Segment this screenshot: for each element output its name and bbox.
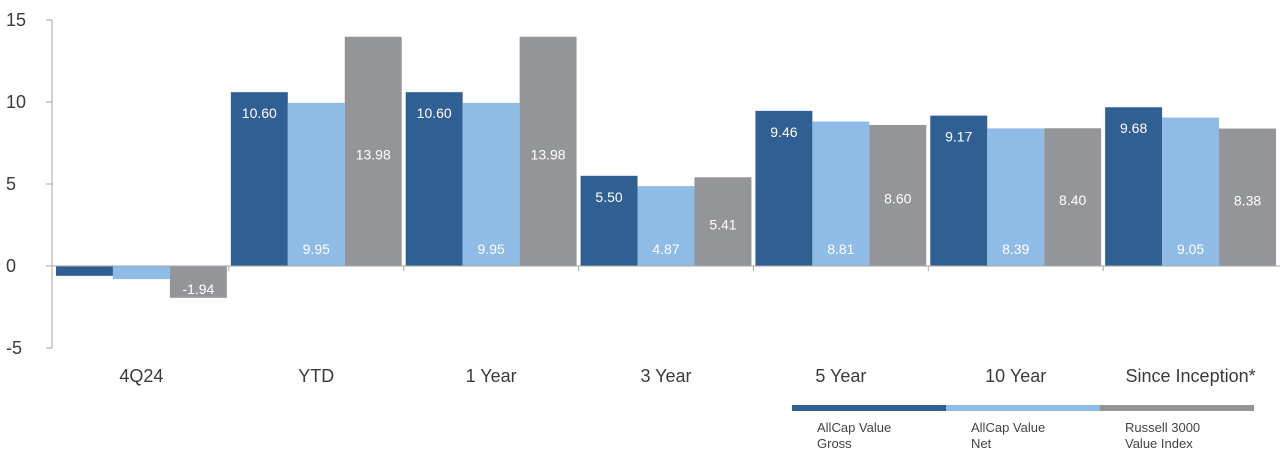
x-axis-category-labels: 4Q24 YTD 1 Year 3 Year 5 Year 10 Year Since In… [119,266,1256,386]
legend-label: AllCap Value [817,420,891,435]
data-labels: -1.94 10.60 9.95 13.98 10.60 9.95 13.98 5.50 4.8… [182,105,1261,297]
data-label: 9.95 [303,241,330,257]
bar [287,102,345,266]
bar [169,266,227,298]
data-label: 8.38 [1234,192,1261,208]
data-label: 10.60 [242,105,277,121]
x-category-label: 4Q24 [119,366,163,386]
data-label: 8.40 [1059,192,1086,208]
legend-label: Gross [817,436,852,451]
data-label: 9.05 [1177,241,1204,257]
data-label: 5.50 [595,189,622,205]
bar [987,128,1045,266]
bar [462,102,520,266]
bar [1044,128,1102,266]
legend-swatch [1100,405,1254,411]
x-category-label: YTD [298,366,334,386]
data-label: -1.94 [182,281,214,297]
bar [112,266,170,280]
x-category-label: Since Inception* [1126,366,1256,386]
data-label: 8.39 [1002,241,1029,257]
x-category-label: 3 Year [640,366,691,386]
legend-label: AllCap Value [971,420,1045,435]
y-tick-label: 10 [6,92,26,112]
y-axis-ticks: 15 10 5 0 -5 [6,10,52,358]
data-label: 13.98 [531,146,566,162]
bars-group [56,36,1276,298]
data-label: 13.98 [356,146,391,162]
y-tick-label: -5 [6,338,22,358]
legend-swatch [792,405,946,411]
legend-swatch [946,405,1100,411]
legend-label: Value Index [1125,436,1193,451]
bar [1105,107,1163,266]
y-tick-label: 0 [6,256,16,276]
data-label: 10.60 [417,105,452,121]
bar [56,266,113,276]
data-label: 9.68 [1120,120,1147,136]
bar [230,92,288,266]
bar [869,124,927,267]
bar [519,36,577,267]
bar [755,110,813,266]
bar [694,177,752,266]
data-label: 9.46 [770,124,797,140]
bar [812,121,870,267]
bar [1219,128,1276,266]
legend-label: Russell 3000 [1125,420,1200,435]
data-label: 9.17 [945,129,972,145]
legend-label: Net [971,436,992,451]
x-category-label: 1 Year [466,366,517,386]
data-label: 4.87 [652,241,679,257]
bar [1162,117,1220,266]
bar [344,36,402,267]
data-label: 8.60 [884,190,911,206]
data-label: 8.81 [827,241,854,257]
x-category-label: 5 Year [815,366,866,386]
y-tick-label: 15 [6,10,26,30]
x-category-label: 10 Year [985,366,1046,386]
bar [580,175,638,266]
bar [405,92,463,266]
data-label: 9.95 [478,241,505,257]
bar [930,115,988,266]
data-label: 5.41 [709,217,736,233]
y-tick-label: 5 [6,174,16,194]
bar [637,186,695,266]
